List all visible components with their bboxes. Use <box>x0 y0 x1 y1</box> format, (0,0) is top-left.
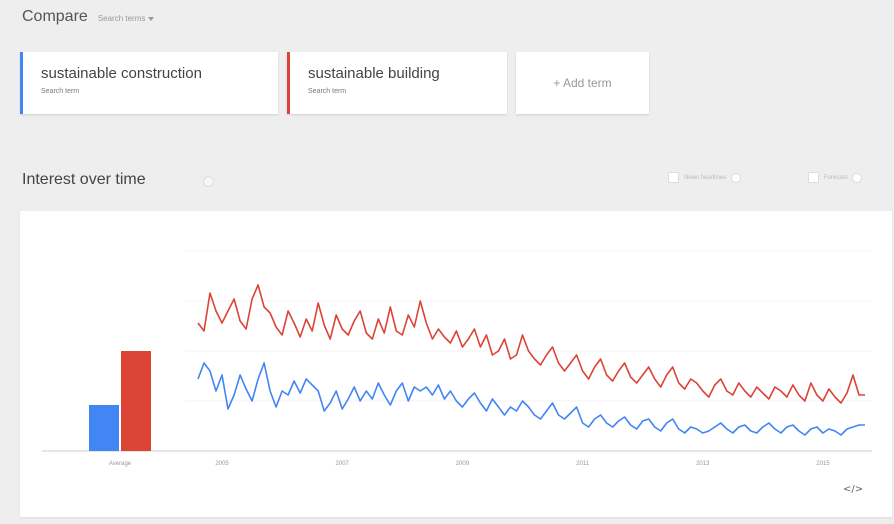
average-bar-sustainable-construction <box>89 405 119 451</box>
interest-chart-card: Average 2005 2007 2009 2011 2013 2015 </> <box>20 211 892 517</box>
x-tick-label: 2009 <box>456 461 470 467</box>
term-color-bar <box>20 52 23 114</box>
news-headlines-option[interactable]: News headlines <box>668 172 742 183</box>
term-name: sustainable building <box>308 65 440 82</box>
term-subtitle: Search term <box>41 88 80 95</box>
x-tick-label: 2011 <box>576 461 590 467</box>
search-terms-label: Search terms <box>97 14 146 23</box>
info-icon[interactable] <box>203 176 214 187</box>
term-card-sustainable-construction[interactable]: sustainable construction Search term <box>20 52 278 114</box>
embed-code-icon[interactable]: </> <box>843 484 864 495</box>
add-term-button[interactable]: + Add term <box>516 52 649 114</box>
x-tick-label: 2015 <box>816 461 830 467</box>
add-term-label: + Add term <box>553 76 612 90</box>
x-tick-label: 2005 <box>215 461 229 467</box>
x-tick-label: 2013 <box>696 461 710 467</box>
term-subtitle: Search term <box>308 88 347 95</box>
average-label: Average <box>109 461 132 467</box>
interest-chart: Average 2005 2007 2009 2011 2013 2015 <box>42 250 872 467</box>
help-icon[interactable] <box>852 172 863 183</box>
help-icon[interactable] <box>731 172 742 183</box>
average-bar-sustainable-building <box>121 351 151 451</box>
series-line-sustainable-construction <box>197 362 865 436</box>
term-card-sustainable-building[interactable]: sustainable building Search term <box>287 52 507 114</box>
term-color-bar <box>287 52 290 114</box>
forecast-label: Forecast <box>824 174 848 181</box>
term-name: sustainable construction <box>41 65 202 82</box>
x-tick-label: 2007 <box>336 461 350 467</box>
series-line-sustainable-building <box>197 284 865 404</box>
caret-down-icon <box>148 16 155 21</box>
news-headlines-label: News headlines <box>684 174 727 181</box>
search-terms-dropdown[interactable]: Search terms <box>98 14 155 23</box>
interest-over-time-title: Interest over time <box>22 171 146 188</box>
compare-title: Compare <box>22 8 88 25</box>
forecast-checkbox[interactable] <box>808 172 819 183</box>
forecast-option[interactable]: Forecast <box>808 172 863 183</box>
compare-header: Compare Search terms <box>22 8 155 34</box>
news-headlines-checkbox[interactable] <box>668 172 679 183</box>
